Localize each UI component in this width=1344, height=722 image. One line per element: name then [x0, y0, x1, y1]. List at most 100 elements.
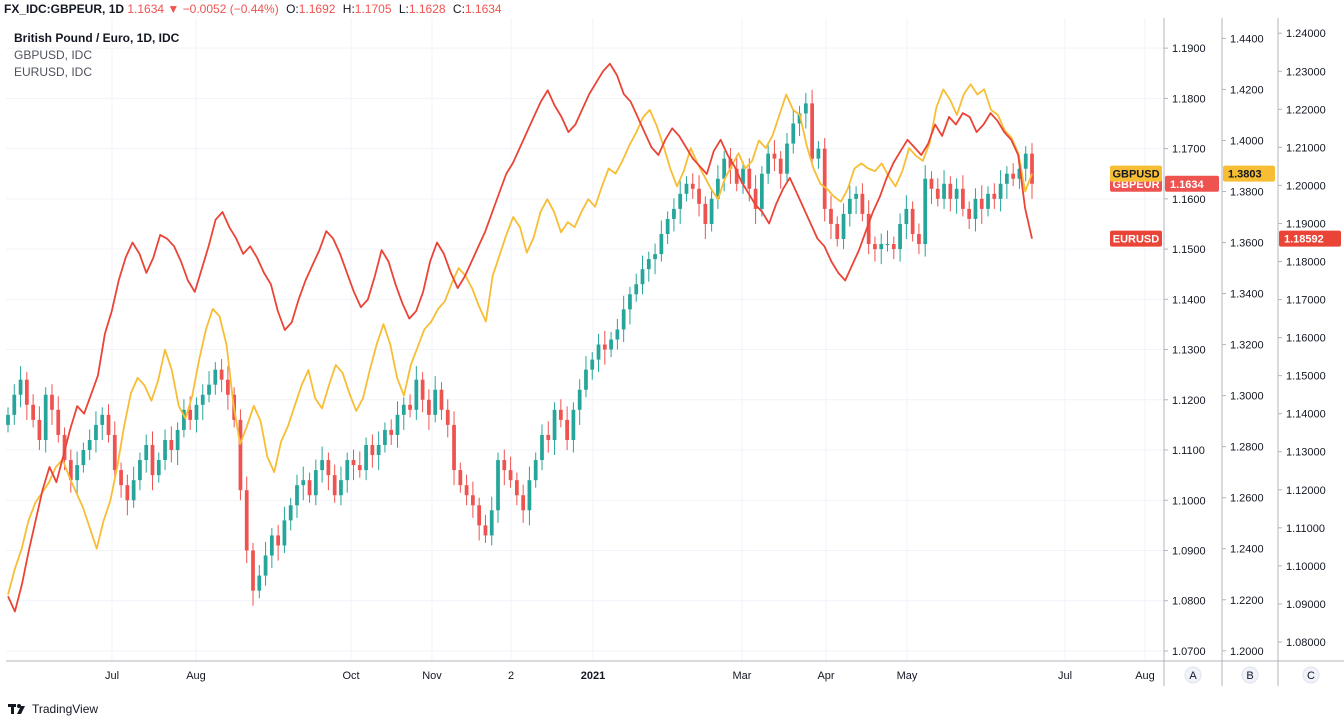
- candle: [697, 188, 701, 204]
- candle: [471, 495, 475, 506]
- series-name-tag-label: GBPEUR: [1112, 179, 1159, 191]
- y-tick-label-c: 1.14000: [1286, 409, 1326, 421]
- scale-button-label: A: [1189, 670, 1197, 682]
- candle: [609, 339, 613, 350]
- y-tick-label-a: 1.1200: [1172, 395, 1206, 407]
- candle: [351, 460, 356, 466]
- footer: TradingView: [8, 698, 98, 720]
- candle: [577, 389, 582, 410]
- candle: [339, 480, 343, 496]
- candle: [734, 168, 739, 184]
- candle: [923, 178, 928, 245]
- candle: [1023, 153, 1028, 169]
- candle: [357, 465, 362, 471]
- last-value-tag-label: 1.18592: [1284, 234, 1324, 246]
- candle: [929, 178, 934, 189]
- candle: [841, 213, 846, 240]
- candle: [257, 575, 262, 591]
- candle: [163, 439, 167, 461]
- y-tick-label-c: 1.08000: [1286, 637, 1326, 649]
- candle: [785, 143, 789, 174]
- y-tick-label-b: 1.3400: [1230, 289, 1264, 301]
- candle: [747, 168, 752, 189]
- series-line-eurusd[interactable]: [7, 62, 1033, 613]
- series-name-tag-gbpusd: [1110, 165, 1162, 182]
- candle: [420, 379, 425, 400]
- close-label: C:: [452, 2, 465, 16]
- y-tick-label-a: 1.0800: [1172, 596, 1206, 608]
- y-tick-label-c: 1.10000: [1286, 561, 1326, 573]
- scale-button-label: C: [1307, 670, 1315, 682]
- candle: [370, 444, 375, 456]
- candle: [1011, 173, 1016, 179]
- y-tick-label-a: 1.1000: [1172, 495, 1206, 507]
- candle: [766, 153, 771, 174]
- symbol-header: FX_IDC:GBPEUR, 1D 1.1634 ▼ −0.0052 (−0.4…: [4, 2, 502, 16]
- down-arrow-icon: ▼: [167, 2, 180, 16]
- candle: [521, 495, 526, 511]
- candle: [119, 470, 123, 486]
- legend-main-series[interactable]: British Pound / Euro, 1D, IDC: [14, 31, 180, 45]
- x-tick-label: 2021: [581, 670, 605, 682]
- candle: [458, 470, 463, 486]
- y-tick-label-b: 1.3000: [1230, 391, 1264, 403]
- y-tick-label-a: 1.1700: [1172, 144, 1206, 156]
- candle: [602, 344, 607, 350]
- legend-series-gbpusd[interactable]: GBPUSD, IDC: [14, 48, 93, 62]
- y-tick-label-c: 1.22000: [1286, 104, 1326, 116]
- candle: [219, 369, 224, 380]
- close-value: 1.1634: [464, 2, 502, 16]
- candle: [433, 389, 438, 415]
- tradingview-logo-icon[interactable]: [8, 702, 28, 716]
- price-chart[interactable]: 1.1900 1.1800 1.1700 1.1600 1.1500 1.1400 1.13…: [0, 0, 1344, 698]
- y-tick-label-b: 1.2800: [1230, 442, 1264, 454]
- x-tick-label: Mar: [733, 670, 752, 682]
- candle: [320, 460, 324, 471]
- y-tick-label-c: 1.11000: [1286, 523, 1325, 535]
- candle: [709, 198, 714, 224]
- y-tick-label-a: 1.1400: [1172, 294, 1206, 306]
- last-value-tag-gbpeur: [1165, 175, 1219, 192]
- candle: [427, 399, 431, 415]
- candle: [571, 409, 576, 440]
- tradingview-brand[interactable]: TradingView: [32, 702, 99, 716]
- candle: [100, 414, 105, 425]
- candle: [439, 389, 444, 410]
- series-line-gbpusd[interactable]: [7, 83, 1033, 595]
- y-tick-label-b: 1.4200: [1230, 84, 1264, 96]
- last-value-tag-eurusd: [1279, 230, 1341, 247]
- y-tick-label-b: 1.3800: [1230, 187, 1264, 199]
- y-tick-label-b: 1.4000: [1230, 135, 1264, 147]
- x-tick-label: May: [897, 670, 918, 682]
- candle: [942, 183, 946, 199]
- candle: [684, 183, 689, 194]
- candle: [540, 434, 544, 461]
- candle: [1030, 153, 1034, 184]
- candle: [144, 444, 149, 461]
- candle: [483, 525, 488, 536]
- candle: [860, 193, 865, 214]
- candle: [835, 223, 840, 240]
- candle: [81, 450, 86, 466]
- symbol-name[interactable]: FX_IDC:GBPEUR: [4, 2, 103, 16]
- scale-button-a[interactable]: [1184, 666, 1202, 684]
- candle: [816, 148, 821, 159]
- candle: [269, 535, 274, 556]
- candle: [332, 475, 337, 496]
- legend-series-eurusd[interactable]: EURUSD, IDC: [14, 65, 93, 79]
- candle: [979, 198, 984, 209]
- candle: [112, 434, 117, 471]
- scale-button-c[interactable]: [1302, 666, 1320, 684]
- candle: [546, 434, 551, 440]
- candle: [722, 158, 727, 179]
- candle: [948, 183, 953, 199]
- candle: [986, 193, 990, 209]
- interval-label[interactable]: 1D: [108, 2, 125, 16]
- candle: [898, 223, 902, 250]
- y-tick-label-b: 1.2200: [1230, 595, 1264, 607]
- candle: [935, 188, 940, 199]
- candle: [238, 419, 243, 491]
- candle: [772, 153, 777, 159]
- y-tick-label-c: 1.13000: [1286, 447, 1326, 459]
- scale-button-b[interactable]: [1241, 666, 1259, 684]
